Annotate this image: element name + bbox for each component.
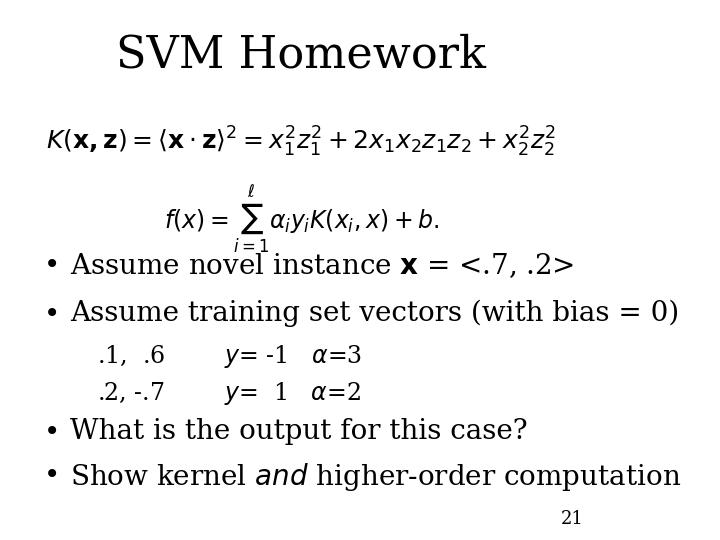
Text: SVM Homework: SVM Homework [117,33,486,77]
Text: Assume training set vectors (with bias = 0): Assume training set vectors (with bias =… [71,300,680,327]
Text: •: • [43,461,60,489]
Text: What is the output for this case?: What is the output for this case? [71,418,528,445]
Text: Assume novel instance $\mathbf{x}$ = <.7, .2>: Assume novel instance $\mathbf{x}$ = <.7… [71,251,575,280]
Text: $K(\mathbf{x,z}) = \langle \mathbf{x} \cdot \mathbf{z} \rangle^2 = x_1^2 z_1^2 +: $K(\mathbf{x,z}) = \langle \mathbf{x} \c… [46,125,557,159]
Text: •: • [43,418,60,446]
Text: Show kernel $\it{and}$ higher-order computation: Show kernel $\it{and}$ higher-order comp… [71,461,682,492]
Text: 21: 21 [560,510,583,528]
Text: •: • [43,251,60,279]
Text: $f(x) = \sum_{i=1}^{\ell} \alpha_i y_i K(x_i, x) + b.$: $f(x) = \sum_{i=1}^{\ell} \alpha_i y_i K… [163,184,439,256]
Text: •: • [43,300,60,328]
Text: .1,  .6        $y$= -1   $\alpha$=3: .1, .6 $y$= -1 $\alpha$=3 [97,342,362,369]
Text: .2, -.7        $y$=  1   $\alpha$=2: .2, -.7 $y$= 1 $\alpha$=2 [97,380,361,407]
